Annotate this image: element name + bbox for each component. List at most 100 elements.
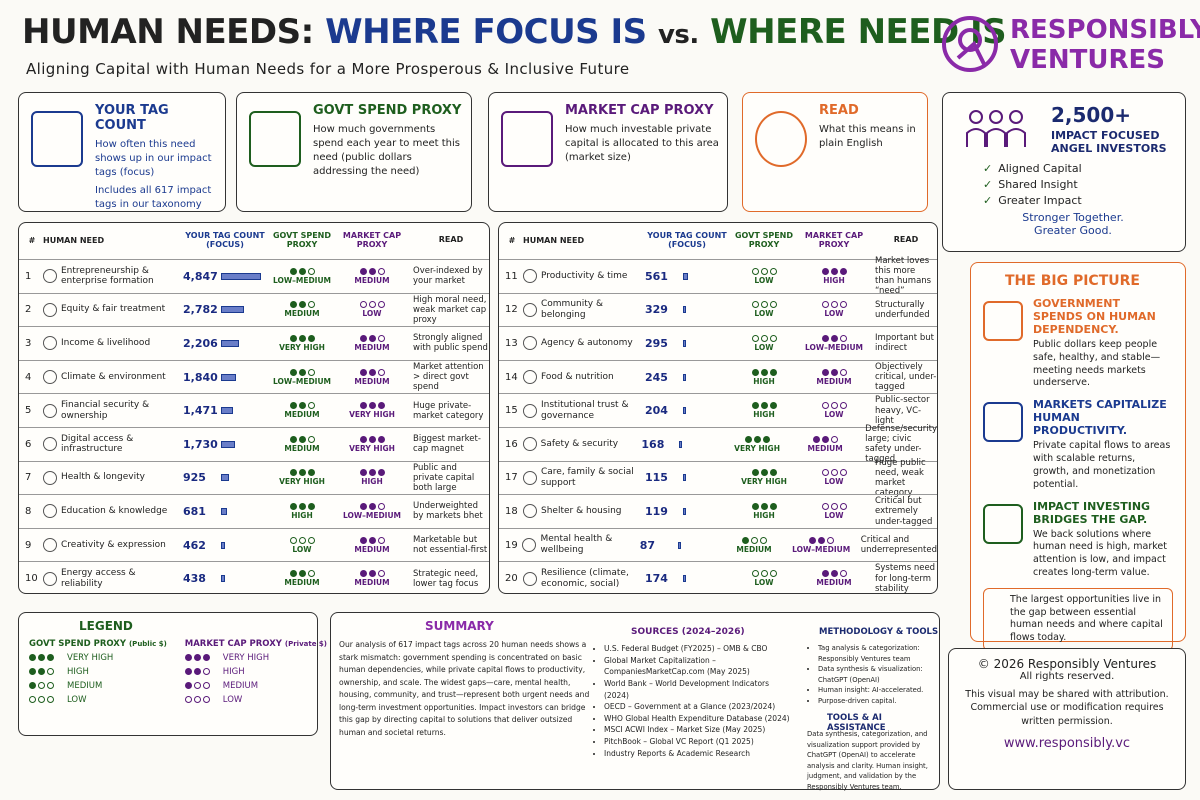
dot (359, 469, 367, 477)
need-name: Digital access & infrastructure (61, 433, 134, 455)
row-number: 17 (505, 472, 518, 484)
count-cell: 681 (177, 505, 267, 518)
dots (267, 267, 337, 275)
dots (729, 301, 799, 309)
dot (821, 334, 829, 342)
dots (267, 301, 337, 309)
need-cell: Income & livelihood (39, 336, 177, 351)
dot (359, 334, 367, 342)
legend-card: YOUR TAG COUNT How often this need shows … (18, 92, 226, 212)
dot (29, 654, 36, 661)
need-name: Creativity & expression (61, 539, 166, 550)
dot (377, 570, 385, 578)
dot (751, 570, 759, 578)
dot (377, 435, 385, 443)
govt-label: LOW (754, 578, 774, 588)
dot (359, 301, 367, 309)
market-cell: LOW–MEDIUM (788, 536, 855, 554)
legend-head-title: GOVT SPEND PROXY (29, 639, 127, 649)
need-name: Food & nutrition (541, 371, 614, 382)
market-cell: MEDIUM (337, 334, 407, 352)
dot (202, 682, 210, 689)
card-text: How often this need shows up in our impa… (95, 139, 212, 178)
count-label: 329 (645, 303, 668, 317)
dot (830, 301, 838, 309)
legend-head-sub: (Public $) (128, 640, 167, 648)
card-title: YOUR TAG COUNT (95, 103, 169, 133)
row-number: 2 (25, 304, 32, 316)
card-icon (249, 111, 301, 167)
need-cell: Health & longevity (39, 470, 177, 485)
count-label: 462 (183, 538, 206, 552)
need-icon (43, 403, 57, 418)
dot (193, 654, 201, 661)
dot (202, 654, 210, 661)
row-number: 10 (25, 573, 38, 585)
need-icon (523, 302, 537, 317)
check-item: ✓ Greater Impact (983, 193, 1082, 209)
table-row: 3 Income & livelihood 2,206 VERY HIGH MEDIUM… (19, 326, 489, 360)
count-cell: 204 (639, 404, 729, 417)
need-name: Income & livelihood (61, 338, 151, 349)
logo-b: VENTURES (1010, 44, 1165, 75)
row-number: 3 (25, 337, 32, 349)
dot (307, 267, 315, 275)
dot (289, 469, 297, 477)
dots (720, 536, 787, 544)
dots (267, 334, 337, 342)
check-item: ✓ Shared Insight (983, 177, 1082, 193)
govt-label: MEDIUM (284, 309, 320, 319)
big-body: Public dollars keep people safe, healthy… (1033, 339, 1161, 389)
dot (289, 402, 297, 410)
row-number: 13 (505, 337, 518, 349)
govt-label: LOW (754, 342, 774, 352)
dot (377, 368, 385, 376)
govt-label: LOW–MEDIUM (272, 376, 332, 386)
method-list: Tag analysis & categorization: Responsib… (807, 643, 939, 706)
govt-cell: VERY HIGH (723, 435, 791, 453)
count-cell: 115 (639, 471, 729, 484)
big-heading: IMPACT INVESTING BRIDGES THE GAP. (1033, 499, 1151, 526)
column-header: HUMAN NEED (523, 235, 585, 245)
count-label: 115 (645, 471, 668, 485)
big-heading: MARKETS CAPITALIZE HUMAN PRODUCTIVITY. (1033, 398, 1167, 438)
need-cell: Climate & environment (39, 370, 177, 385)
dot (307, 368, 315, 376)
check-text: Greater Impact (998, 193, 1082, 207)
market-cell: HIGH (337, 469, 407, 486)
need-cell: Entrepreneurship & enterprise formation (39, 266, 177, 288)
card-title: MARKET CAP PROXY (565, 103, 714, 118)
dot (298, 536, 306, 544)
dot (289, 536, 297, 544)
dots (267, 502, 337, 510)
source: WHO Global Health Expenditure Database (… (604, 713, 793, 725)
table-row: 16 Safety & security 168 VERY HIGH MEDIUM Def… (499, 424, 937, 464)
method: Human insight: AI-accelerated. (818, 685, 939, 696)
count-bar (683, 306, 686, 314)
dot (47, 654, 54, 661)
market-cell: LOW (799, 469, 869, 486)
market-label: HIGH (361, 477, 383, 487)
count-bar (679, 440, 683, 448)
dot (751, 368, 759, 376)
need-name: Financial security & ownership (61, 399, 150, 421)
dots (29, 682, 59, 689)
need-cell: Food & nutrition (519, 370, 639, 385)
count-bar (221, 306, 244, 314)
count-cell: 462 (177, 539, 267, 552)
dot (38, 696, 45, 703)
need-name: Safety & security (540, 438, 619, 449)
dot (307, 435, 315, 443)
title-b: WHERE FOCUS IS (325, 12, 647, 52)
row-number: 4 (25, 371, 32, 383)
dot (839, 402, 847, 410)
table-row: 12 Community & belonging 329 LOW LOW Structur… (499, 292, 937, 327)
dot (377, 502, 385, 510)
count-label: 245 (645, 370, 668, 384)
count-bar (683, 407, 686, 415)
count-cell: 1,471 (177, 404, 267, 417)
govt-cell: LOW (729, 334, 799, 352)
dot (830, 368, 838, 376)
check-text: Shared Insight (998, 177, 1078, 191)
dot (193, 682, 201, 689)
